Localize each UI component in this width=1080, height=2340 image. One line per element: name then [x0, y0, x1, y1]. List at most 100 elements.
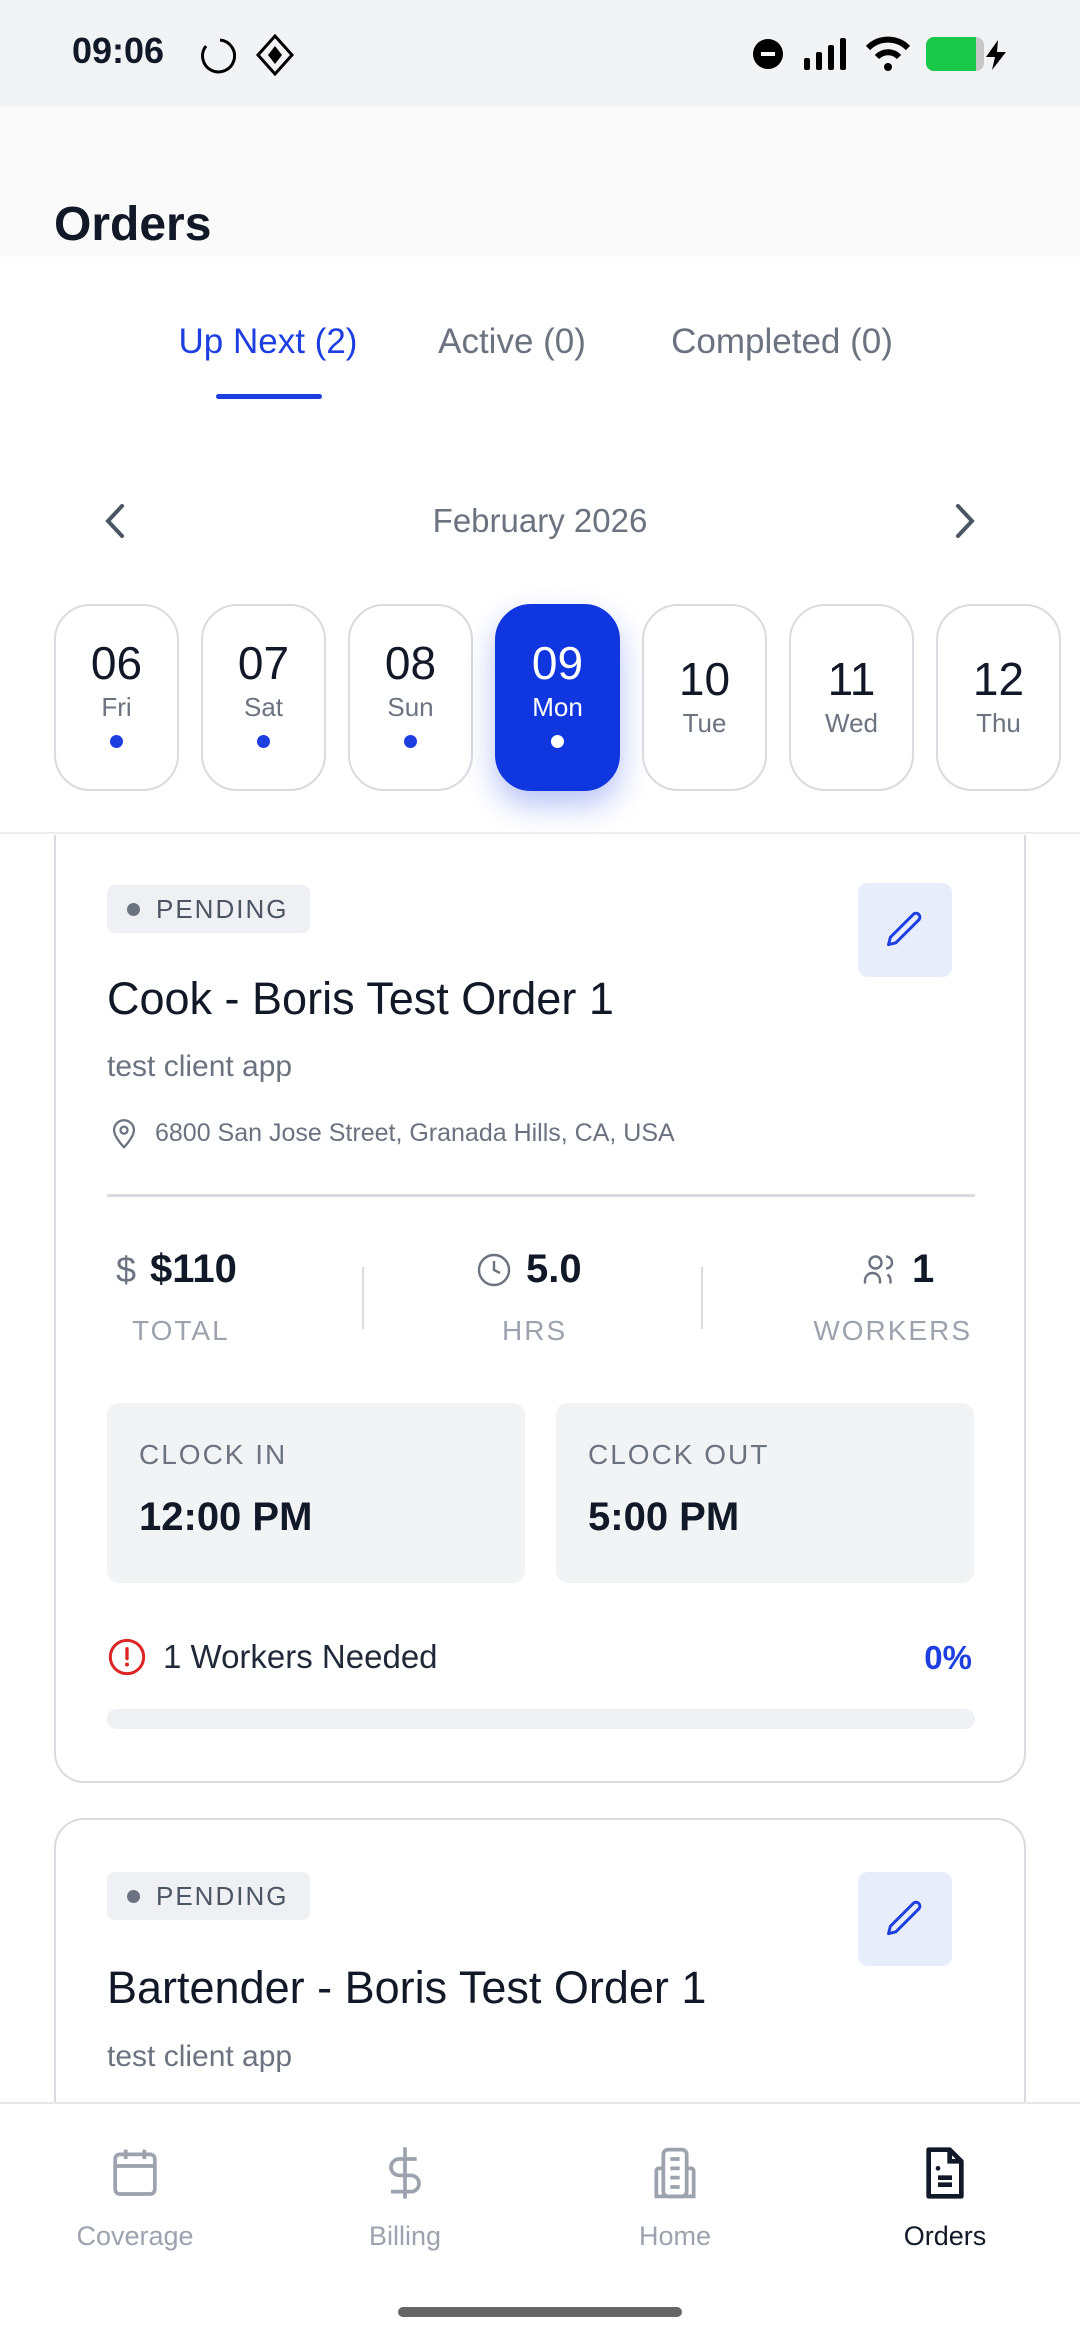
- order-card[interactable]: PENDING Cook - Boris Test Order 1 test c…: [54, 835, 1026, 1783]
- weekday: Sun: [387, 692, 434, 722]
- weekday: Tue: [682, 708, 727, 738]
- battery-icon: [926, 37, 984, 71]
- date-pill-10[interactable]: 10 Tue: [642, 604, 767, 791]
- nav-orders[interactable]: Orders: [810, 2144, 1080, 2252]
- clock-icon: [477, 1253, 511, 1286]
- date-number: 06: [90, 637, 143, 689]
- weekday: Mon: [532, 692, 583, 722]
- date-number: 11: [827, 653, 876, 705]
- date-pill-07[interactable]: 07 Sat: [201, 604, 326, 791]
- workers-needed-row: 1 Workers Needed: [107, 1637, 438, 1677]
- fill-progress-bar: [107, 1709, 975, 1729]
- dollar-icon: $: [116, 1248, 137, 1290]
- alert-icon: [108, 1638, 146, 1676]
- status-bar: 09:06: [0, 0, 1080, 107]
- date-pill-11[interactable]: 11 Wed: [789, 604, 914, 791]
- wifi-icon: [866, 36, 910, 71]
- status-text: PENDING: [156, 894, 289, 924]
- signal-icon: [804, 38, 846, 70]
- hours-value: 5.0: [526, 1247, 582, 1291]
- order-title: Cook - Boris Test Order 1: [107, 973, 614, 1024]
- date-number: 12: [972, 653, 1025, 705]
- status-text: PENDING: [156, 1881, 289, 1911]
- nav-label: Coverage: [76, 2221, 194, 2251]
- has-orders-dot: [551, 735, 564, 748]
- date-number: 08: [384, 637, 437, 689]
- status-badge: PENDING: [107, 1872, 311, 1920]
- status-time: 09:06: [72, 30, 165, 71]
- edit-button[interactable]: [858, 1872, 952, 1966]
- has-orders-dot: [404, 735, 417, 748]
- workers-needed-text: 1 Workers Needed: [163, 1638, 438, 1675]
- location-pin-icon: [112, 1119, 136, 1149]
- charging-icon: [986, 40, 1006, 70]
- nav-coverage[interactable]: Coverage: [0, 2144, 270, 2252]
- calendar-icon: [113, 2149, 157, 2196]
- divider: [0, 832, 1080, 834]
- client-name: test client app: [107, 2040, 293, 2073]
- date-pill-06[interactable]: 06 Fri: [54, 604, 179, 791]
- loading-icon: [201, 38, 236, 74]
- weekday: Thu: [976, 708, 1021, 738]
- fill-percent: 0%: [924, 1639, 972, 1676]
- date-pill-09[interactable]: 09 Mon: [495, 604, 620, 791]
- tab-completed[interactable]: Completed (0): [671, 322, 893, 361]
- clock-out-time: 5:00 PM: [588, 1495, 740, 1539]
- date-number: 09: [531, 637, 584, 689]
- date-number: 10: [678, 653, 731, 705]
- clock-in-box: CLOCK IN 12:00 PM: [107, 1403, 525, 1583]
- tab-up-next[interactable]: Up Next (2): [178, 322, 358, 361]
- weekday: Fri: [101, 692, 132, 722]
- pencil-icon: [887, 1900, 922, 1936]
- weekday: Sat: [243, 692, 284, 722]
- home-indicator: [398, 2307, 682, 2317]
- status-badge: PENDING: [107, 885, 311, 933]
- has-orders-dot: [257, 735, 270, 748]
- clock-out-box: CLOCK OUT 5:00 PM: [556, 1403, 974, 1583]
- total-value: $110: [150, 1247, 237, 1291]
- total-label: TOTAL: [132, 1315, 230, 1346]
- document-icon: [926, 2147, 964, 2199]
- users-icon: [863, 1254, 894, 1283]
- nav-billing[interactable]: Billing: [270, 2144, 540, 2252]
- address-row: 6800 San Jose Street, Granada Hills, CA,…: [107, 1115, 675, 1151]
- building-icon: [654, 2147, 696, 2199]
- month-label: February 2026: [432, 502, 648, 539]
- app-notification-icon: [256, 34, 294, 76]
- address: 6800 San Jose Street, Granada Hills, CA,…: [155, 1118, 675, 1147]
- workers-stat: 1: [862, 1247, 934, 1292]
- tab-active[interactable]: Active (0): [438, 322, 586, 361]
- pencil-icon: [887, 911, 922, 947]
- dollar-icon: [389, 2147, 421, 2199]
- header: Orders: [0, 107, 1080, 257]
- hours-stat: 5.0: [476, 1247, 582, 1292]
- nav-home[interactable]: Home: [540, 2144, 810, 2252]
- clock-in-time: 12:00 PM: [139, 1495, 313, 1539]
- active-tab-indicator: [216, 394, 322, 399]
- workers-value: 1: [912, 1247, 935, 1291]
- client-name: test client app: [107, 1050, 293, 1083]
- order-title: Bartender - Boris Test Order 1: [107, 1962, 707, 2013]
- date-pill-08[interactable]: 08 Sun: [348, 604, 473, 791]
- clock-out-label: CLOCK OUT: [588, 1439, 770, 1470]
- nav-label: Billing: [368, 2221, 442, 2251]
- workers-label: WORKERS: [813, 1315, 972, 1346]
- total-stat: $ $110: [116, 1247, 237, 1292]
- page-title: Orders: [54, 198, 212, 251]
- bottom-nav: Coverage Billing Home Orders: [0, 2102, 1080, 2340]
- date-number: 07: [237, 637, 290, 689]
- nav-label: Orders: [903, 2221, 987, 2251]
- weekday: Wed: [825, 708, 878, 738]
- has-orders-dot: [110, 735, 123, 748]
- nav-label: Home: [638, 2221, 712, 2251]
- divider: [362, 1267, 364, 1329]
- hours-label: HRS: [502, 1315, 568, 1346]
- divider: [107, 1194, 975, 1197]
- edit-button[interactable]: [858, 883, 952, 977]
- clock-in-label: CLOCK IN: [139, 1439, 288, 1470]
- dnd-icon: [753, 39, 783, 69]
- prev-month-icon[interactable]: [100, 502, 132, 540]
- next-month-icon[interactable]: [948, 502, 980, 540]
- divider: [701, 1267, 703, 1329]
- date-pill-12[interactable]: 12 Thu: [936, 604, 1061, 791]
